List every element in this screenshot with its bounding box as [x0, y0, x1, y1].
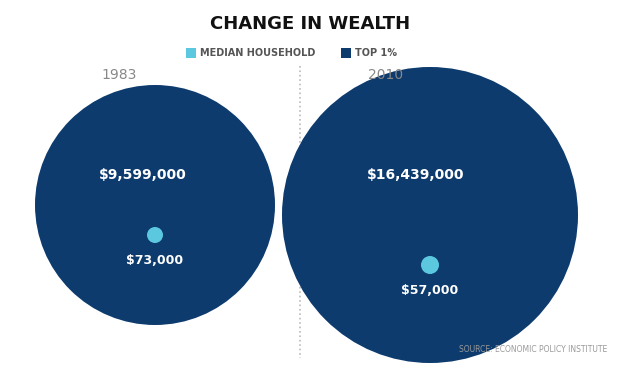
Text: $16,439,000: $16,439,000 — [366, 168, 464, 182]
Bar — [186, 48, 196, 58]
Text: 1983: 1983 — [101, 68, 136, 82]
Text: MEDIAN HOUSEHOLD: MEDIAN HOUSEHOLD — [200, 48, 316, 58]
Text: 2010: 2010 — [368, 68, 403, 82]
Text: TOP 1%: TOP 1% — [355, 48, 397, 58]
Text: $73,000: $73,000 — [126, 254, 184, 266]
Circle shape — [147, 227, 163, 243]
Text: $57,000: $57,000 — [401, 284, 459, 296]
Text: SOURCE: ECONOMIC POLICY INSTITUTE: SOURCE: ECONOMIC POLICY INSTITUTE — [459, 345, 608, 354]
Circle shape — [421, 256, 439, 274]
Circle shape — [282, 67, 578, 363]
Text: $9,599,000: $9,599,000 — [99, 168, 187, 182]
Circle shape — [35, 85, 275, 325]
Text: CHANGE IN WEALTH: CHANGE IN WEALTH — [210, 15, 410, 33]
Bar — [341, 48, 351, 58]
